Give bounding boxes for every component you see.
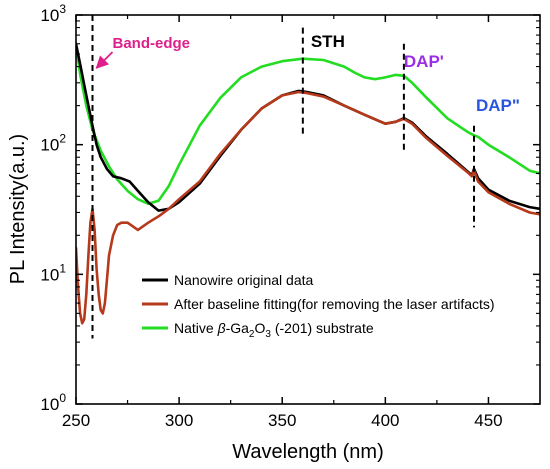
plot-frame <box>75 14 541 405</box>
x-tick-label: 250 <box>62 411 90 430</box>
x-tick-label: 450 <box>474 411 502 430</box>
y-axis-label: PL Intensity(a.u.) <box>7 134 29 284</box>
y-tick-label: 102 <box>40 132 66 155</box>
series-line-baseline <box>76 90 540 325</box>
y-tick-label: 103 <box>40 2 66 25</box>
annotation-label-dap1: DAP' <box>404 52 444 71</box>
series-line-nanowire <box>76 42 540 212</box>
annotation-label-sth: STH <box>311 32 345 51</box>
x-axis-label: Wavelength (nm) <box>232 441 384 463</box>
x-tick-label: 300 <box>165 411 193 430</box>
annotation-label-dap2: DAP" <box>476 96 520 115</box>
legend-label: After baseline fitting(for removing the … <box>174 296 495 312</box>
legend-label: Nanowire original data <box>174 272 314 288</box>
band-edge-arrow <box>95 51 114 69</box>
axis-ticks: 250 300 350 400 450 100 101 102 103 <box>40 2 540 430</box>
legend: Nanowire original data After baseline fit… <box>142 272 495 340</box>
y-tick-label: 101 <box>40 261 66 284</box>
annotation-layer: Band-edge STH DAP' DAP" <box>91 15 520 339</box>
annotation-label-band_edge: Band-edge <box>112 35 190 52</box>
x-tick-label: 350 <box>268 411 296 430</box>
y-tick-label: 100 <box>40 391 66 414</box>
series-line-substrate <box>76 42 540 206</box>
x-tick-label: 400 <box>371 411 399 430</box>
legend-label: Native β-Ga2O3 (-201) substrate <box>174 320 374 340</box>
